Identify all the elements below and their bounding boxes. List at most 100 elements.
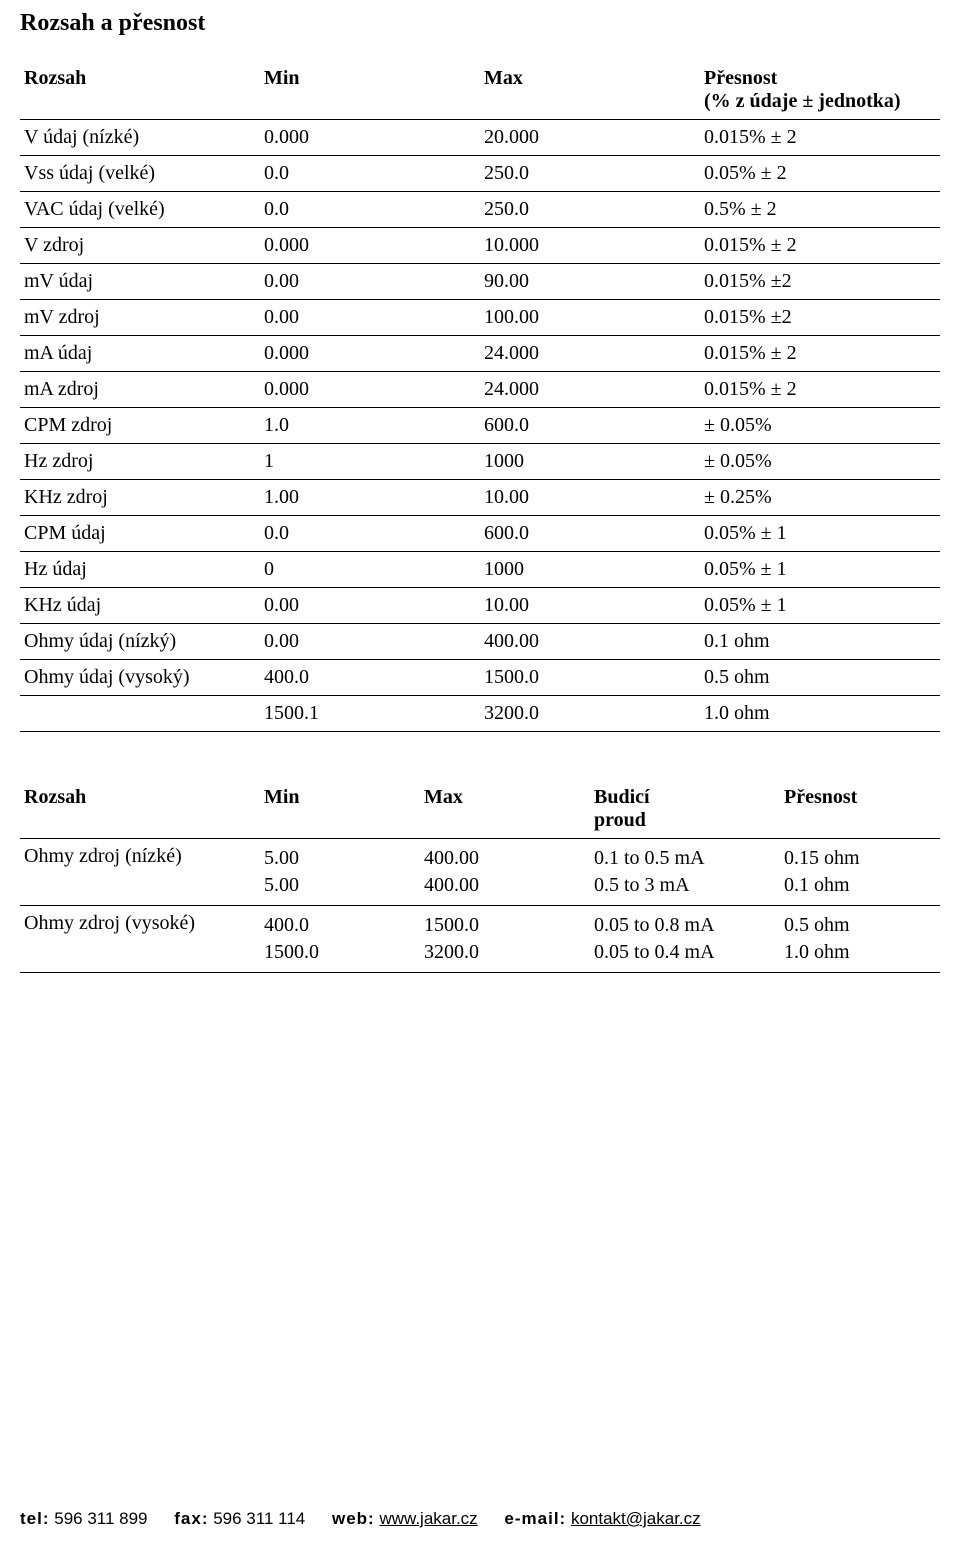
table-cell-line: 3200.0 bbox=[424, 939, 586, 966]
table-cell: 0.05% ± 1 bbox=[700, 516, 940, 552]
page-title: Rozsah a přesnost bbox=[20, 10, 940, 37]
table-cell: 0.015% ± 2 bbox=[700, 372, 940, 408]
table-row: mA zdroj0.00024.0000.015% ± 2 bbox=[20, 372, 940, 408]
table-cell: 250.0 bbox=[480, 156, 700, 192]
table-cell-line: 0.15 ohm bbox=[784, 845, 936, 872]
table-cell: KHz zdroj bbox=[20, 480, 260, 516]
table-row: Hz údaj010000.05% ± 1 bbox=[20, 552, 940, 588]
col-rozsah: Rozsah bbox=[20, 61, 260, 120]
table-cell: KHz údaj bbox=[20, 588, 260, 624]
table-row: KHz zdroj1.0010.00± 0.25% bbox=[20, 480, 940, 516]
table-cell-line: 1500.0 bbox=[424, 912, 586, 939]
table-cell: 600.0 bbox=[480, 516, 700, 552]
table-cell: 0.05% ± 1 bbox=[700, 552, 940, 588]
table-cell: 0.00 bbox=[260, 588, 480, 624]
table-cell: Ohmy údaj (nízký) bbox=[20, 624, 260, 660]
table-cell: 0.05 to 0.8 mA0.05 to 0.4 mA bbox=[590, 906, 780, 973]
table-cell: 10.00 bbox=[480, 480, 700, 516]
table-cell-line: 5.00 bbox=[264, 845, 416, 872]
table-row: mV údaj0.0090.000.015% ±2 bbox=[20, 264, 940, 300]
table-cell: 10.000 bbox=[480, 228, 700, 264]
table-cell-line: 0.05 to 0.4 mA bbox=[594, 939, 776, 966]
table-cell-line: 400.00 bbox=[424, 845, 586, 872]
table-cell: 0.0 bbox=[260, 516, 480, 552]
table-cell: 24.000 bbox=[480, 336, 700, 372]
footer-fax-value: 596 311 114 bbox=[213, 1509, 305, 1528]
footer-fax-label: fax: bbox=[174, 1509, 208, 1528]
table-cell: 0.0 bbox=[260, 192, 480, 228]
footer-web-link[interactable]: www.jakar.cz bbox=[379, 1509, 477, 1528]
col-budici-line2: proud bbox=[594, 809, 776, 832]
footer-web-label: web: bbox=[332, 1509, 375, 1528]
table-cell: 5.005.00 bbox=[260, 839, 420, 906]
table-cell: 400.01500.0 bbox=[260, 906, 420, 973]
footer-web: web: www.jakar.cz bbox=[332, 1509, 482, 1528]
table-cell-line: 0.1 ohm bbox=[784, 872, 936, 899]
table-cell: 0.15 ohm0.1 ohm bbox=[780, 839, 940, 906]
table-cell: Ohmy zdroj (nízké) bbox=[20, 839, 260, 906]
table-cell: 90.00 bbox=[480, 264, 700, 300]
table-cell: 1000 bbox=[480, 552, 700, 588]
table-cell: 400.00 bbox=[480, 624, 700, 660]
footer-email-label: e-mail: bbox=[504, 1509, 566, 1528]
table-cell: 0.015% ± 2 bbox=[700, 120, 940, 156]
table-cell: 0.015% ±2 bbox=[700, 300, 940, 336]
table-row: Ohmy zdroj (nízké)5.005.00400.00400.000.… bbox=[20, 839, 940, 906]
table-cell-line: 1500.0 bbox=[264, 939, 416, 966]
table-cell: 0.1 ohm bbox=[700, 624, 940, 660]
col-presnost-line1: Přesnost bbox=[704, 67, 936, 90]
table-cell: 100.00 bbox=[480, 300, 700, 336]
col-budici-line1: Budicí bbox=[594, 786, 776, 809]
table-cell: 1.0 bbox=[260, 408, 480, 444]
table-cell: Ohmy údaj (vysoký) bbox=[20, 660, 260, 696]
table-cell: Vss údaj (velké) bbox=[20, 156, 260, 192]
table-cell: 0.1 to 0.5 mA0.5 to 3 mA bbox=[590, 839, 780, 906]
table-row: mV zdroj0.00100.000.015% ±2 bbox=[20, 300, 940, 336]
table-cell: 400.00400.00 bbox=[420, 839, 590, 906]
table-cell: Hz zdroj bbox=[20, 444, 260, 480]
table-cell: 1.00 bbox=[260, 480, 480, 516]
table-cell: 0.00 bbox=[260, 264, 480, 300]
table-cell: 0.000 bbox=[260, 372, 480, 408]
col-presnost: Přesnost (% z údaje ± jednotka) bbox=[700, 61, 940, 120]
table-cell: 0.0 bbox=[260, 156, 480, 192]
table-cell: 1.0 ohm bbox=[700, 696, 940, 732]
col-rozsah: Rozsah bbox=[20, 780, 260, 839]
col-max: Max bbox=[420, 780, 590, 839]
table-cell: 10.00 bbox=[480, 588, 700, 624]
table-cell: ± 0.05% bbox=[700, 408, 940, 444]
table-cell: 3200.0 bbox=[480, 696, 700, 732]
table-cell: 0.5 ohm bbox=[700, 660, 940, 696]
table-cell: CPM údaj bbox=[20, 516, 260, 552]
table-row: Ohmy zdroj (vysoké)400.01500.01500.03200… bbox=[20, 906, 940, 973]
table-row: 1500.13200.01.0 ohm bbox=[20, 696, 940, 732]
table-cell-line: 5.00 bbox=[264, 872, 416, 899]
table-cell: 0.05% ± 1 bbox=[700, 588, 940, 624]
table-cell: 600.0 bbox=[480, 408, 700, 444]
col-min: Min bbox=[260, 780, 420, 839]
footer-tel-label: tel: bbox=[20, 1509, 50, 1528]
table-cell: 0.5% ± 2 bbox=[700, 192, 940, 228]
footer-email-link[interactable]: kontakt@jakar.cz bbox=[571, 1509, 701, 1528]
table-cell: 0.015% ± 2 bbox=[700, 228, 940, 264]
table-cell-line: 0.5 ohm bbox=[784, 912, 936, 939]
table-cell-line: 0.5 to 3 mA bbox=[594, 872, 776, 899]
table-cell: 1500.1 bbox=[260, 696, 480, 732]
table-row: V údaj (nízké)0.00020.0000.015% ± 2 bbox=[20, 120, 940, 156]
table-header-row: Rozsah Min Max Přesnost (% z údaje ± jed… bbox=[20, 61, 940, 120]
col-presnost: Přesnost bbox=[780, 780, 940, 839]
table-row: Vss údaj (velké)0.0250.00.05% ± 2 bbox=[20, 156, 940, 192]
table-cell: 0.000 bbox=[260, 336, 480, 372]
table-header-row: Rozsah Min Max Budicí proud Přesnost bbox=[20, 780, 940, 839]
table-cell: Ohmy zdroj (vysoké) bbox=[20, 906, 260, 973]
footer-email: e-mail: kontakt@jakar.cz bbox=[504, 1509, 700, 1528]
table-range-accuracy: Rozsah Min Max Přesnost (% z údaje ± jed… bbox=[20, 61, 940, 732]
col-budici-proud: Budicí proud bbox=[590, 780, 780, 839]
table-cell: 0.000 bbox=[260, 120, 480, 156]
col-presnost-line2: (% z údaje ± jednotka) bbox=[704, 90, 936, 113]
table-range-current-accuracy: Rozsah Min Max Budicí proud Přesnost Ohm… bbox=[20, 780, 940, 973]
table-cell-line: 1.0 ohm bbox=[784, 939, 936, 966]
table-cell: CPM zdroj bbox=[20, 408, 260, 444]
table-cell: 1000 bbox=[480, 444, 700, 480]
footer-tel-value: 596 311 899 bbox=[54, 1509, 147, 1528]
